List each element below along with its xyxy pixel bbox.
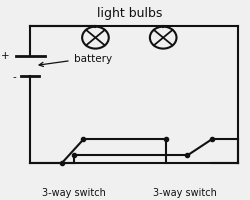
Text: +: + bbox=[1, 50, 10, 60]
Text: battery: battery bbox=[39, 53, 111, 67]
Text: 3-way switch: 3-way switch bbox=[152, 187, 216, 197]
Text: 3-way switch: 3-way switch bbox=[42, 187, 105, 197]
Text: -: - bbox=[12, 72, 16, 82]
Text: light bulbs: light bulbs bbox=[96, 7, 161, 20]
